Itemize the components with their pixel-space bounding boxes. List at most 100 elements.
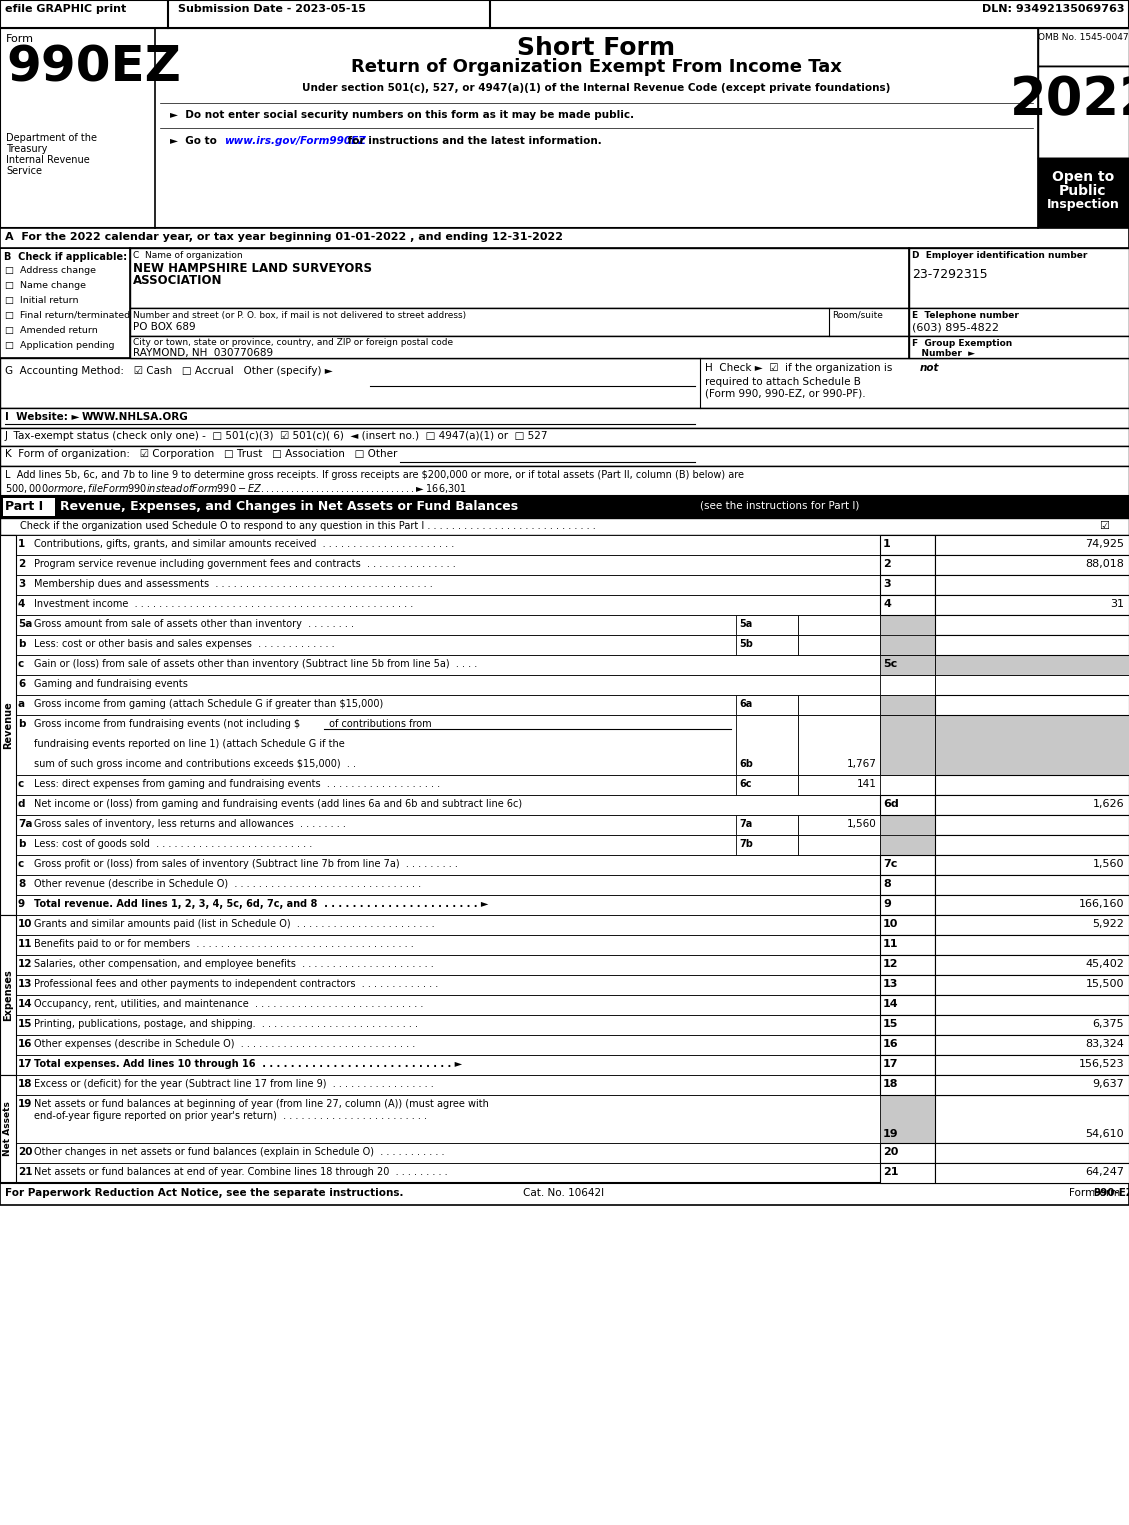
Text: J  Tax-exempt status (check only one) -  □ 501(c)(3)  ☑ 501(c)( 6)  ◄ (insert no: J Tax-exempt status (check only one) - □… <box>5 432 549 441</box>
Bar <box>935 555 1129 575</box>
Bar <box>935 875 1129 895</box>
Text: Less: cost of goods sold  . . . . . . . . . . . . . . . . . . . . . . . . . .: Less: cost of goods sold . . . . . . . .… <box>34 839 313 849</box>
Text: 1: 1 <box>18 538 25 549</box>
Text: Salaries, other compensation, and employee benefits  . . . . . . . . . . . . . .: Salaries, other compensation, and employ… <box>34 959 434 968</box>
Text: 18: 18 <box>883 1080 899 1089</box>
Bar <box>798 715 879 775</box>
Text: 16: 16 <box>18 1039 33 1049</box>
Text: 20: 20 <box>883 1147 899 1157</box>
Text: c: c <box>18 779 24 788</box>
Text: 13: 13 <box>883 979 899 990</box>
Text: 17: 17 <box>883 1058 899 1069</box>
Text: Other revenue (describe in Schedule O)  . . . . . . . . . . . . . . . . . . . . : Other revenue (describe in Schedule O) .… <box>34 878 421 889</box>
Bar <box>16 676 1129 695</box>
Bar <box>798 615 879 634</box>
Bar <box>798 836 879 856</box>
Text: 9: 9 <box>18 900 25 909</box>
Bar <box>16 915 1129 935</box>
Text: Under section 501(c), 527, or 4947(a)(1) of the Internal Revenue Code (except pr: Under section 501(c), 527, or 4947(a)(1)… <box>301 82 890 93</box>
Bar <box>879 595 935 615</box>
Text: 14: 14 <box>883 999 899 1010</box>
Bar <box>16 575 1129 595</box>
Bar <box>935 615 1129 634</box>
Bar <box>935 634 1129 656</box>
Text: 1,626: 1,626 <box>1093 799 1124 808</box>
Bar <box>935 795 1129 814</box>
Text: Membership dues and assessments  . . . . . . . . . . . . . . . . . . . . . . . .: Membership dues and assessments . . . . … <box>34 580 432 589</box>
Text: Less: cost or other basis and sales expenses  . . . . . . . . . . . . .: Less: cost or other basis and sales expe… <box>34 639 334 650</box>
Text: 15: 15 <box>18 1019 33 1029</box>
Text: 990-EZ: 990-EZ <box>1094 1188 1129 1199</box>
Text: 3: 3 <box>18 580 25 589</box>
Text: ASSOCIATION: ASSOCIATION <box>133 274 222 287</box>
Text: C  Name of organization: C Name of organization <box>133 252 243 259</box>
Bar <box>935 595 1129 615</box>
Bar <box>16 595 1129 615</box>
Bar <box>935 856 1129 875</box>
Text: □  Name change: □ Name change <box>5 281 86 290</box>
Text: 20: 20 <box>18 1147 33 1157</box>
Text: ►  Go to: ► Go to <box>170 136 220 146</box>
Bar <box>0 409 1129 429</box>
Text: (see the instructions for Part I): (see the instructions for Part I) <box>700 500 859 509</box>
Bar <box>879 795 935 814</box>
Text: 88,018: 88,018 <box>1085 560 1124 569</box>
Text: F  Group Exemption: F Group Exemption <box>912 339 1013 348</box>
Bar <box>16 715 1129 775</box>
Bar <box>130 249 909 308</box>
Text: 990EZ: 990EZ <box>6 44 181 92</box>
Text: D  Employer identification number: D Employer identification number <box>912 252 1087 259</box>
Text: (Form 990, 990-EZ, or 990-PF).: (Form 990, 990-EZ, or 990-PF). <box>704 389 866 400</box>
Bar <box>879 1075 935 1095</box>
Text: b: b <box>18 639 26 650</box>
Bar <box>935 1095 1129 1144</box>
Text: Program service revenue including government fees and contracts  . . . . . . . .: Program service revenue including govern… <box>34 560 456 569</box>
Text: efile GRAPHIC print: efile GRAPHIC print <box>5 5 126 14</box>
Bar <box>879 695 1129 715</box>
Text: 5a: 5a <box>18 619 33 628</box>
Text: 6b: 6b <box>739 759 753 769</box>
Bar <box>0 467 1129 496</box>
Text: Gross sales of inventory, less returns and allowances  . . . . . . . .: Gross sales of inventory, less returns a… <box>34 819 345 830</box>
Text: 8: 8 <box>18 878 25 889</box>
Text: c: c <box>18 659 24 669</box>
Text: 54,610: 54,610 <box>1085 1128 1124 1139</box>
Text: Net income or (loss) from gaming and fundraising events (add lines 6a and 6b and: Net income or (loss) from gaming and fun… <box>34 799 522 808</box>
Text: required to attach Schedule B: required to attach Schedule B <box>704 377 861 387</box>
Bar <box>879 994 935 1016</box>
Text: 5b: 5b <box>739 639 753 650</box>
Bar <box>16 895 1129 915</box>
Text: Occupancy, rent, utilities, and maintenance  . . . . . . . . . . . . . . . . . .: Occupancy, rent, utilities, and maintena… <box>34 999 423 1010</box>
Bar <box>935 535 1129 555</box>
Bar <box>879 1095 935 1144</box>
Bar <box>16 1095 1129 1144</box>
Text: 17: 17 <box>18 1058 33 1069</box>
Text: L  Add lines 5b, 6c, and 7b to line 9 to determine gross receipts. If gross rece: L Add lines 5b, 6c, and 7b to line 9 to … <box>5 470 744 480</box>
Bar <box>16 615 1129 634</box>
Bar <box>0 358 1129 409</box>
Text: 5c: 5c <box>883 659 898 669</box>
Bar <box>935 575 1129 595</box>
Bar <box>935 814 1129 836</box>
Text: Benefits paid to or for members  . . . . . . . . . . . . . . . . . . . . . . . .: Benefits paid to or for members . . . . … <box>34 939 413 949</box>
Bar <box>879 1055 935 1075</box>
Bar <box>16 875 1129 895</box>
Text: Contributions, gifts, grants, and similar amounts received  . . . . . . . . . . : Contributions, gifts, grants, and simila… <box>34 538 454 549</box>
Bar <box>879 676 935 695</box>
Text: RAYMOND, NH  030770689: RAYMOND, NH 030770689 <box>133 348 273 358</box>
Bar <box>879 935 935 955</box>
Text: Expenses: Expenses <box>3 968 14 1020</box>
Bar <box>736 634 798 656</box>
Text: Form: Form <box>1069 1188 1099 1199</box>
Bar <box>935 994 1129 1016</box>
Bar <box>16 1075 1129 1095</box>
Bar <box>879 1035 935 1055</box>
Text: 11: 11 <box>18 939 33 949</box>
Text: Number and street (or P. O. box, if mail is not delivered to street address): Number and street (or P. O. box, if mail… <box>133 311 466 320</box>
Bar <box>935 695 1129 715</box>
Text: Revenue: Revenue <box>3 702 14 749</box>
Bar <box>879 656 935 676</box>
Text: 8: 8 <box>883 878 891 889</box>
Bar <box>16 1016 1129 1035</box>
Bar <box>879 856 935 875</box>
